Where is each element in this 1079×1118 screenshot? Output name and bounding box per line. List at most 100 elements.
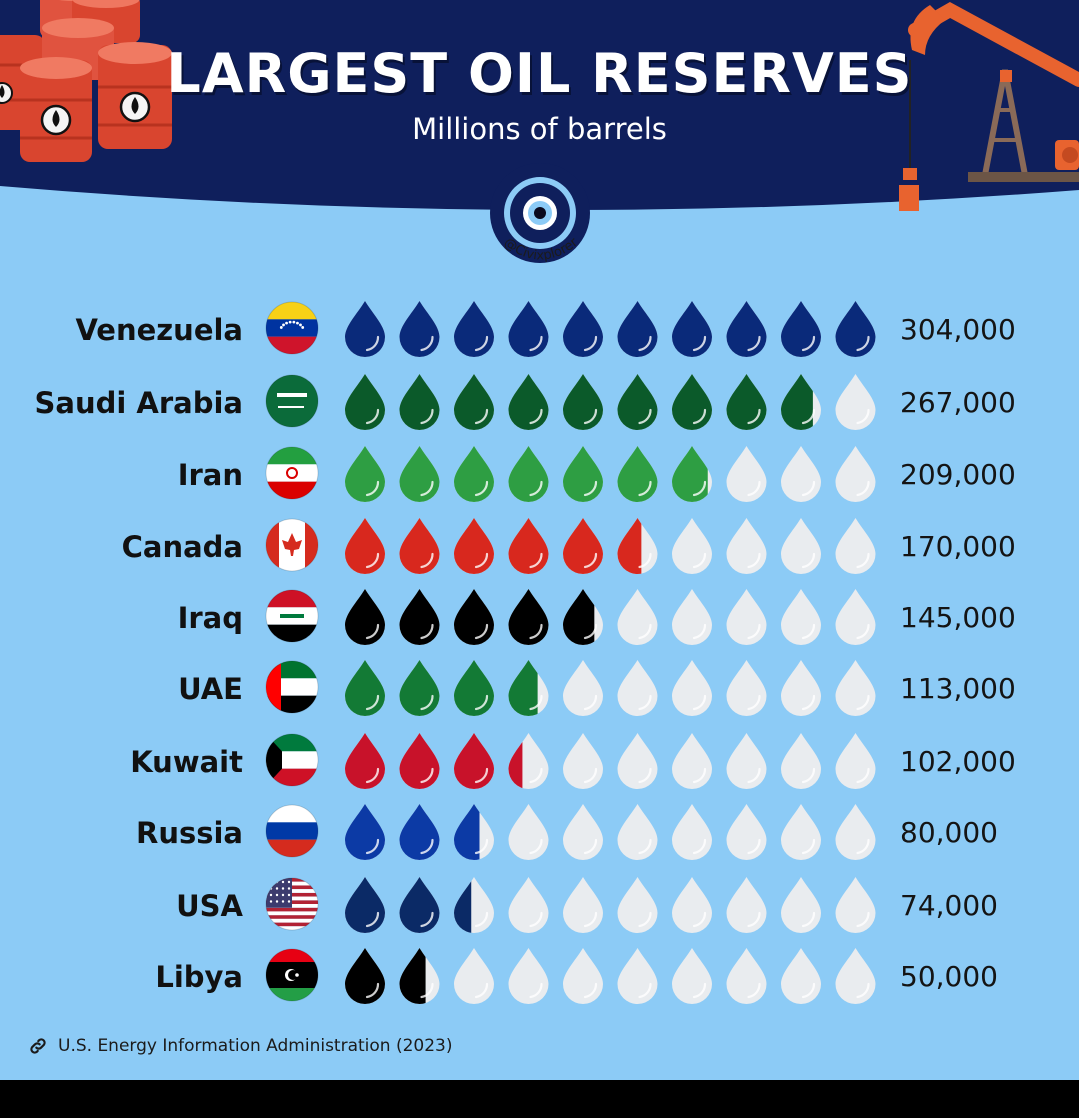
oil-drop	[672, 518, 712, 574]
country-row: Kuwait 102,000	[130, 733, 1016, 789]
oil-drop	[726, 948, 767, 1004]
oil-drop	[345, 804, 385, 860]
country-name: Russia	[136, 816, 243, 850]
oil-drop	[399, 518, 440, 574]
oil-drop	[726, 518, 767, 574]
oil-drop	[345, 446, 385, 502]
oil-drop	[454, 877, 494, 933]
oil-drop	[454, 804, 494, 860]
oil-drop	[399, 733, 440, 789]
oil-drop	[345, 301, 385, 357]
country-row: Venezuela 304,000	[75, 301, 1016, 357]
oil-drop	[672, 877, 712, 933]
link-icon	[30, 1038, 46, 1054]
oil-drop	[726, 733, 767, 789]
oil-drop	[726, 660, 767, 716]
country-name: Canada	[122, 530, 243, 564]
country-name: USA	[176, 889, 243, 923]
country-name: Libya	[155, 960, 243, 994]
oil-drop	[672, 948, 712, 1004]
oil-drop	[345, 660, 385, 716]
oil-drop	[726, 877, 767, 933]
oil-drop	[781, 374, 821, 430]
oil-drop	[726, 589, 767, 645]
chart-subtitle: Millions of barrels	[412, 112, 667, 146]
bottom-bar	[0, 1080, 1079, 1118]
oil-drop	[563, 660, 603, 716]
flag-icon-iran	[266, 447, 318, 499]
oil-drop	[835, 733, 876, 789]
oil-drop	[726, 804, 767, 860]
oil-drop	[454, 518, 494, 574]
oil-drop	[672, 374, 712, 430]
country-row: Iraq 145,000	[178, 589, 1016, 645]
country-row: Saudi Arabia 267,000	[35, 374, 1016, 430]
oil-drop	[508, 301, 549, 357]
oil-drop	[835, 518, 876, 574]
header-background	[0, 0, 1079, 211]
flag-icon-venezuela	[266, 302, 318, 354]
oil-drop	[781, 877, 821, 933]
oil-drop	[781, 301, 821, 357]
oil-drop	[345, 877, 385, 933]
oil-drop	[399, 589, 440, 645]
flag-icon-saudi-arabia	[266, 375, 318, 427]
oil-drop	[399, 877, 440, 933]
oil-drop	[617, 804, 658, 860]
oil-drop	[454, 733, 494, 789]
value-label: 304,000	[900, 313, 1016, 346]
chart-title: LARGEST OIL RESERVES	[166, 42, 913, 105]
country-name: Venezuela	[75, 313, 243, 347]
oil-drop	[617, 374, 658, 430]
value-label: 113,000	[900, 672, 1016, 705]
oil-drop	[563, 948, 603, 1004]
country-row: Libya 50,000	[155, 948, 998, 1004]
oil-drop	[563, 589, 603, 645]
oil-drop	[835, 589, 876, 645]
oil-drop	[835, 877, 876, 933]
oil-drop	[726, 446, 767, 502]
oil-drop	[508, 374, 549, 430]
country-name: Iraq	[178, 601, 243, 635]
oil-drop	[617, 446, 658, 502]
oil-drop	[672, 589, 712, 645]
oil-drop	[454, 948, 494, 1004]
country-name: UAE	[178, 672, 243, 706]
oil-drop	[835, 804, 876, 860]
value-label: 267,000	[900, 386, 1016, 419]
country-row: UAE 113,000	[178, 660, 1016, 716]
oil-drop	[617, 589, 658, 645]
country-name: Kuwait	[130, 745, 243, 779]
oil-drop	[345, 948, 385, 1004]
oil-drop	[454, 589, 494, 645]
oil-drop	[781, 804, 821, 860]
country-row: Iran 209,000	[178, 446, 1016, 502]
oil-drop	[508, 948, 549, 1004]
oil-drop	[399, 660, 440, 716]
header-banner	[0, 0, 1079, 211]
oil-drop	[617, 518, 658, 574]
country-row: Russia 80,000	[136, 804, 998, 860]
oil-drop	[781, 589, 821, 645]
value-label: 145,000	[900, 601, 1016, 634]
oil-drop	[563, 374, 603, 430]
oil-drop	[563, 518, 603, 574]
oil-drop	[563, 733, 603, 789]
country-row: Canada 170,000	[122, 518, 1016, 574]
country-row: USA 74,000	[176, 877, 998, 933]
oil-drop	[835, 660, 876, 716]
oil-drop	[672, 804, 712, 860]
flag-icon-kuwait	[266, 734, 318, 786]
value-label: 170,000	[900, 530, 1016, 563]
flag-icon-uae	[266, 661, 318, 713]
oil-drop	[617, 948, 658, 1004]
oil-drop	[726, 374, 767, 430]
oil-drop	[617, 301, 658, 357]
oil-drop	[345, 518, 385, 574]
oil-drop	[508, 660, 549, 716]
infographic: LARGEST OIL RESERVES Millions of barrels…	[0, 0, 1079, 1080]
country-name: Iran	[178, 458, 243, 492]
oil-barrels-icon	[0, 0, 172, 162]
value-label: 80,000	[900, 816, 998, 849]
oil-drop	[508, 446, 549, 502]
